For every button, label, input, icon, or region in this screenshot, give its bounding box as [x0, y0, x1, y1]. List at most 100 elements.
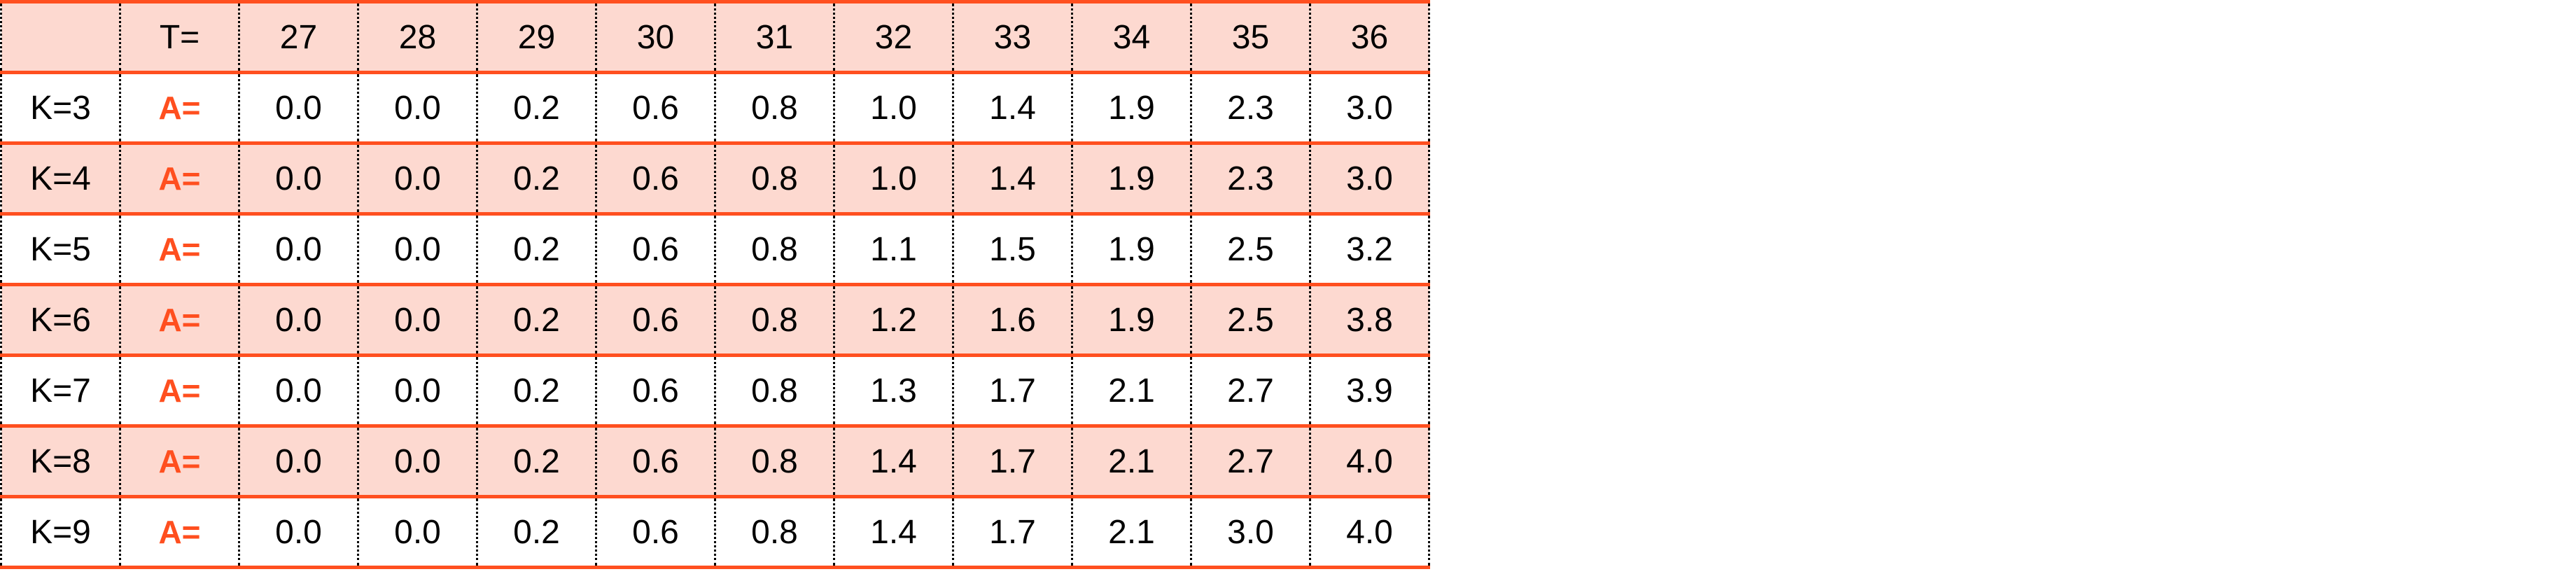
value-cell: 0.0	[238, 71, 359, 145]
value-cell: 0.0	[357, 141, 478, 216]
k-label: K=6	[0, 283, 121, 357]
table-row: K=7 A= 0.0 0.0 0.2 0.6 0.8 1.3 1.7 2.1 2.7 3.9	[0, 354, 1430, 428]
value-cell: 0.2	[476, 424, 597, 498]
value-cell: 0.6	[595, 283, 716, 357]
value-cell: 2.1	[1071, 424, 1192, 498]
value-cell: 0.2	[476, 495, 597, 569]
value-cell: 0.6	[595, 141, 716, 216]
value-cell: 0.8	[714, 495, 835, 569]
a-label: A=	[119, 495, 240, 569]
value-cell: 0.0	[357, 424, 478, 498]
k-label: K=8	[0, 424, 121, 498]
value-cell: 2.5	[1190, 212, 1311, 286]
value-cell: 0.6	[595, 424, 716, 498]
value-cell: 0.0	[357, 71, 478, 145]
table-row: K=9 A= 0.0 0.0 0.2 0.6 0.8 1.4 1.7 2.1 3.0 4.0	[0, 495, 1430, 569]
value-cell: 0.0	[357, 212, 478, 286]
value-cell: 3.0	[1190, 495, 1311, 569]
value-cell: 0.2	[476, 283, 597, 357]
value-cell: 0.8	[714, 212, 835, 286]
k-label: K=3	[0, 71, 121, 145]
data-table: T= 27 28 29 30 31 32 33 34 35 36 K=3 A= 0.0 0.0 0.2 0.…	[0, 0, 1430, 569]
value-cell: 1.9	[1071, 283, 1192, 357]
value-cell: 0.2	[476, 212, 597, 286]
value-cell: 0.8	[714, 283, 835, 357]
value-cell: 0.8	[714, 424, 835, 498]
value-cell: 1.7	[952, 354, 1073, 428]
a-label: A=	[119, 141, 240, 216]
value-cell: 3.9	[1309, 354, 1430, 428]
value-cell: 4.0	[1309, 424, 1430, 498]
value-cell: 0.0	[238, 495, 359, 569]
table-row: K=4 A= 0.0 0.0 0.2 0.6 0.8 1.0 1.4 1.9 2.3 3.0	[0, 141, 1430, 216]
value-cell: 0.6	[595, 71, 716, 145]
value-cell: 0.0	[238, 354, 359, 428]
corner-cell	[0, 0, 121, 74]
value-cell: 1.0	[833, 71, 954, 145]
value-cell: 1.9	[1071, 71, 1192, 145]
value-cell: 1.3	[833, 354, 954, 428]
value-cell: 2.7	[1190, 424, 1311, 498]
value-cell: 1.4	[952, 141, 1073, 216]
value-cell: 0.0	[238, 141, 359, 216]
value-cell: 0.8	[714, 354, 835, 428]
a-label: A=	[119, 71, 240, 145]
k-label: K=5	[0, 212, 121, 286]
t-value-header: 27	[238, 0, 359, 74]
t-value-header: 29	[476, 0, 597, 74]
value-cell: 0.0	[357, 495, 478, 569]
value-cell: 0.2	[476, 354, 597, 428]
value-cell: 0.2	[476, 71, 597, 145]
t-value-header: 32	[833, 0, 954, 74]
t-value-header: 33	[952, 0, 1073, 74]
t-value-header: 34	[1071, 0, 1192, 74]
t-value-header: 28	[357, 0, 478, 74]
k-label: K=9	[0, 495, 121, 569]
value-cell: 3.8	[1309, 283, 1430, 357]
value-cell: 3.0	[1309, 141, 1430, 216]
value-cell: 2.3	[1190, 71, 1311, 145]
value-cell: 0.6	[595, 495, 716, 569]
t-value-header: 30	[595, 0, 716, 74]
value-cell: 1.0	[833, 141, 954, 216]
value-cell: 4.0	[1309, 495, 1430, 569]
value-cell: 2.5	[1190, 283, 1311, 357]
value-cell: 2.1	[1071, 354, 1192, 428]
value-cell: 0.8	[714, 71, 835, 145]
value-cell: 0.0	[357, 354, 478, 428]
value-cell: 2.1	[1071, 495, 1192, 569]
value-cell: 1.4	[952, 71, 1073, 145]
t-value-header: 36	[1309, 0, 1430, 74]
value-cell: 0.0	[238, 424, 359, 498]
value-cell: 1.9	[1071, 141, 1192, 216]
value-cell: 1.7	[952, 495, 1073, 569]
t-value-header: 35	[1190, 0, 1311, 74]
value-cell: 0.0	[357, 283, 478, 357]
table-row: K=6 A= 0.0 0.0 0.2 0.6 0.8 1.2 1.6 1.9 2.5 3.8	[0, 283, 1430, 357]
t-label: T=	[119, 0, 240, 74]
a-label: A=	[119, 283, 240, 357]
a-label: A=	[119, 212, 240, 286]
value-cell: 0.6	[595, 212, 716, 286]
k-label: K=4	[0, 141, 121, 216]
value-cell: 0.0	[238, 283, 359, 357]
value-cell: 2.3	[1190, 141, 1311, 216]
t-value-header: 31	[714, 0, 835, 74]
value-cell: 1.7	[952, 424, 1073, 498]
value-cell: 1.4	[833, 495, 954, 569]
value-cell: 0.8	[714, 141, 835, 216]
value-cell: 3.0	[1309, 71, 1430, 145]
value-cell: 1.1	[833, 212, 954, 286]
value-cell: 1.9	[1071, 212, 1192, 286]
table-row: K=3 A= 0.0 0.0 0.2 0.6 0.8 1.0 1.4 1.9 2.3 3.0	[0, 71, 1430, 145]
value-cell: 0.2	[476, 141, 597, 216]
value-cell: 3.2	[1309, 212, 1430, 286]
value-cell: 2.7	[1190, 354, 1311, 428]
a-label: A=	[119, 424, 240, 498]
header-row: T= 27 28 29 30 31 32 33 34 35 36	[0, 0, 1430, 74]
table-row: K=5 A= 0.0 0.0 0.2 0.6 0.8 1.1 1.5 1.9 2.5 3.2	[0, 212, 1430, 286]
a-label: A=	[119, 354, 240, 428]
value-cell: 1.6	[952, 283, 1073, 357]
value-cell: 0.6	[595, 354, 716, 428]
table-row: K=8 A= 0.0 0.0 0.2 0.6 0.8 1.4 1.7 2.1 2.7 4.0	[0, 424, 1430, 498]
